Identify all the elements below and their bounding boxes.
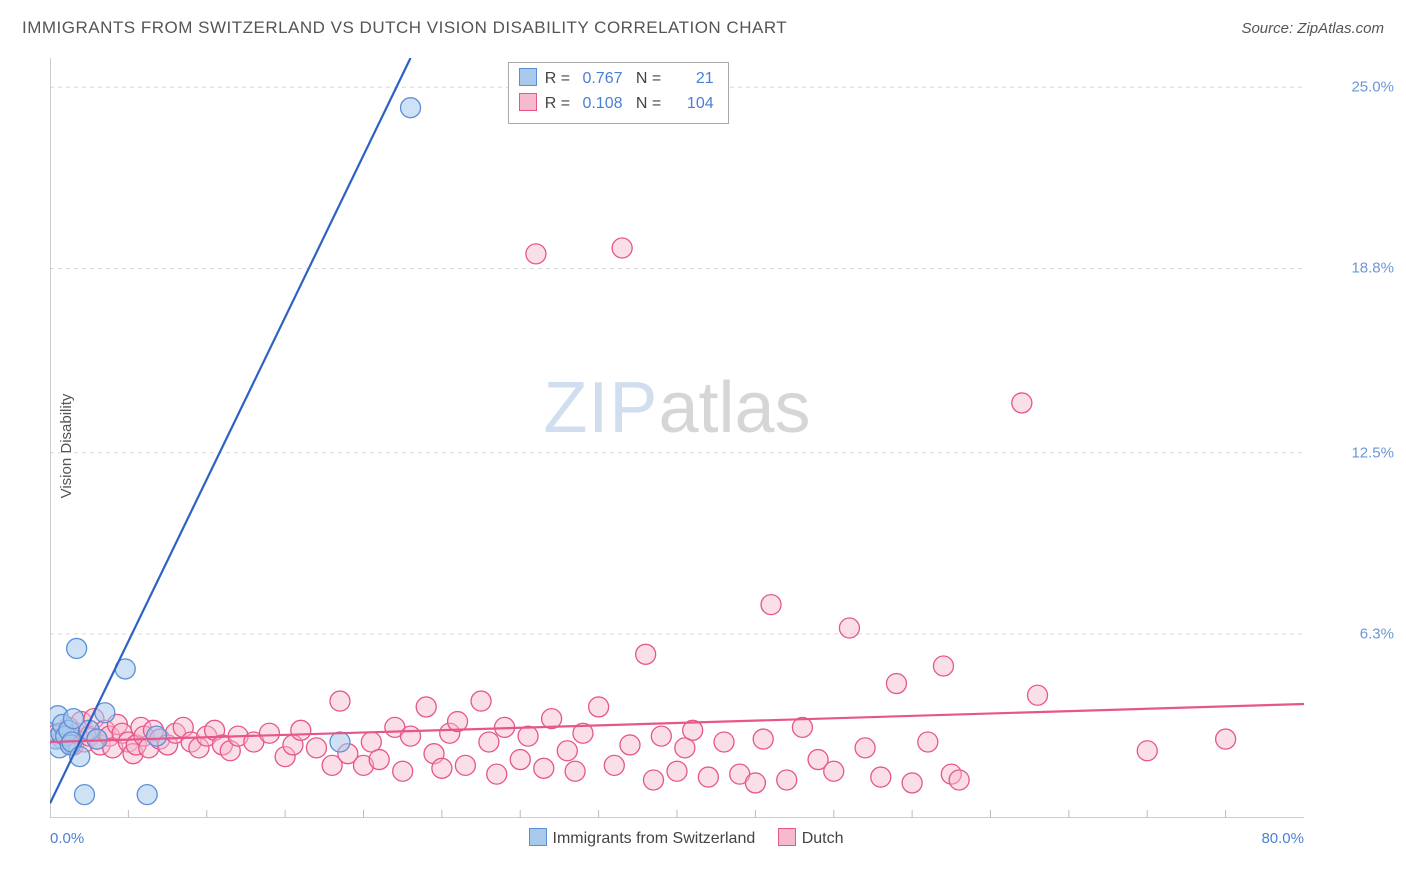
chart-title: IMMIGRANTS FROM SWITZERLAND VS DUTCH VIS… bbox=[22, 18, 787, 38]
legend-swatch-dutch bbox=[519, 93, 537, 111]
legend-swatch-dutch-bottom bbox=[778, 828, 796, 846]
chart-header: IMMIGRANTS FROM SWITZERLAND VS DUTCH VIS… bbox=[22, 18, 1384, 38]
legend-n-switzerland: 21 bbox=[666, 67, 714, 92]
y-tick-label: 6.3% bbox=[1360, 625, 1394, 642]
legend-r-dutch: 0.108 bbox=[575, 92, 623, 117]
legend-row-switzerland: R = 0.767 N = 21 bbox=[519, 67, 714, 92]
legend-row-dutch: R = 0.108 N = 104 bbox=[519, 92, 714, 117]
legend-swatch-switzerland bbox=[519, 68, 537, 86]
chart-svg bbox=[50, 58, 1304, 818]
series-legend: Immigrants from Switzerland Dutch bbox=[50, 828, 1304, 848]
legend-label-switzerland: Immigrants from Switzerland bbox=[553, 830, 756, 847]
legend-n-dutch: 104 bbox=[666, 92, 714, 117]
correlation-legend: R = 0.767 N = 21 R = 0.108 N = 104 bbox=[508, 62, 729, 124]
plot-area: ZIPatlas R = 0.767 N = 21 R = 0.108 N = … bbox=[50, 58, 1304, 818]
chart-source: Source: ZipAtlas.com bbox=[1241, 20, 1384, 37]
y-tick-label: 12.5% bbox=[1351, 444, 1394, 461]
y-tick-label: 18.8% bbox=[1351, 260, 1394, 277]
y-tick-label: 25.0% bbox=[1351, 79, 1394, 96]
legend-r-switzerland: 0.767 bbox=[575, 67, 623, 92]
legend-label-dutch: Dutch bbox=[802, 830, 844, 847]
legend-swatch-switzerland-bottom bbox=[529, 828, 547, 846]
